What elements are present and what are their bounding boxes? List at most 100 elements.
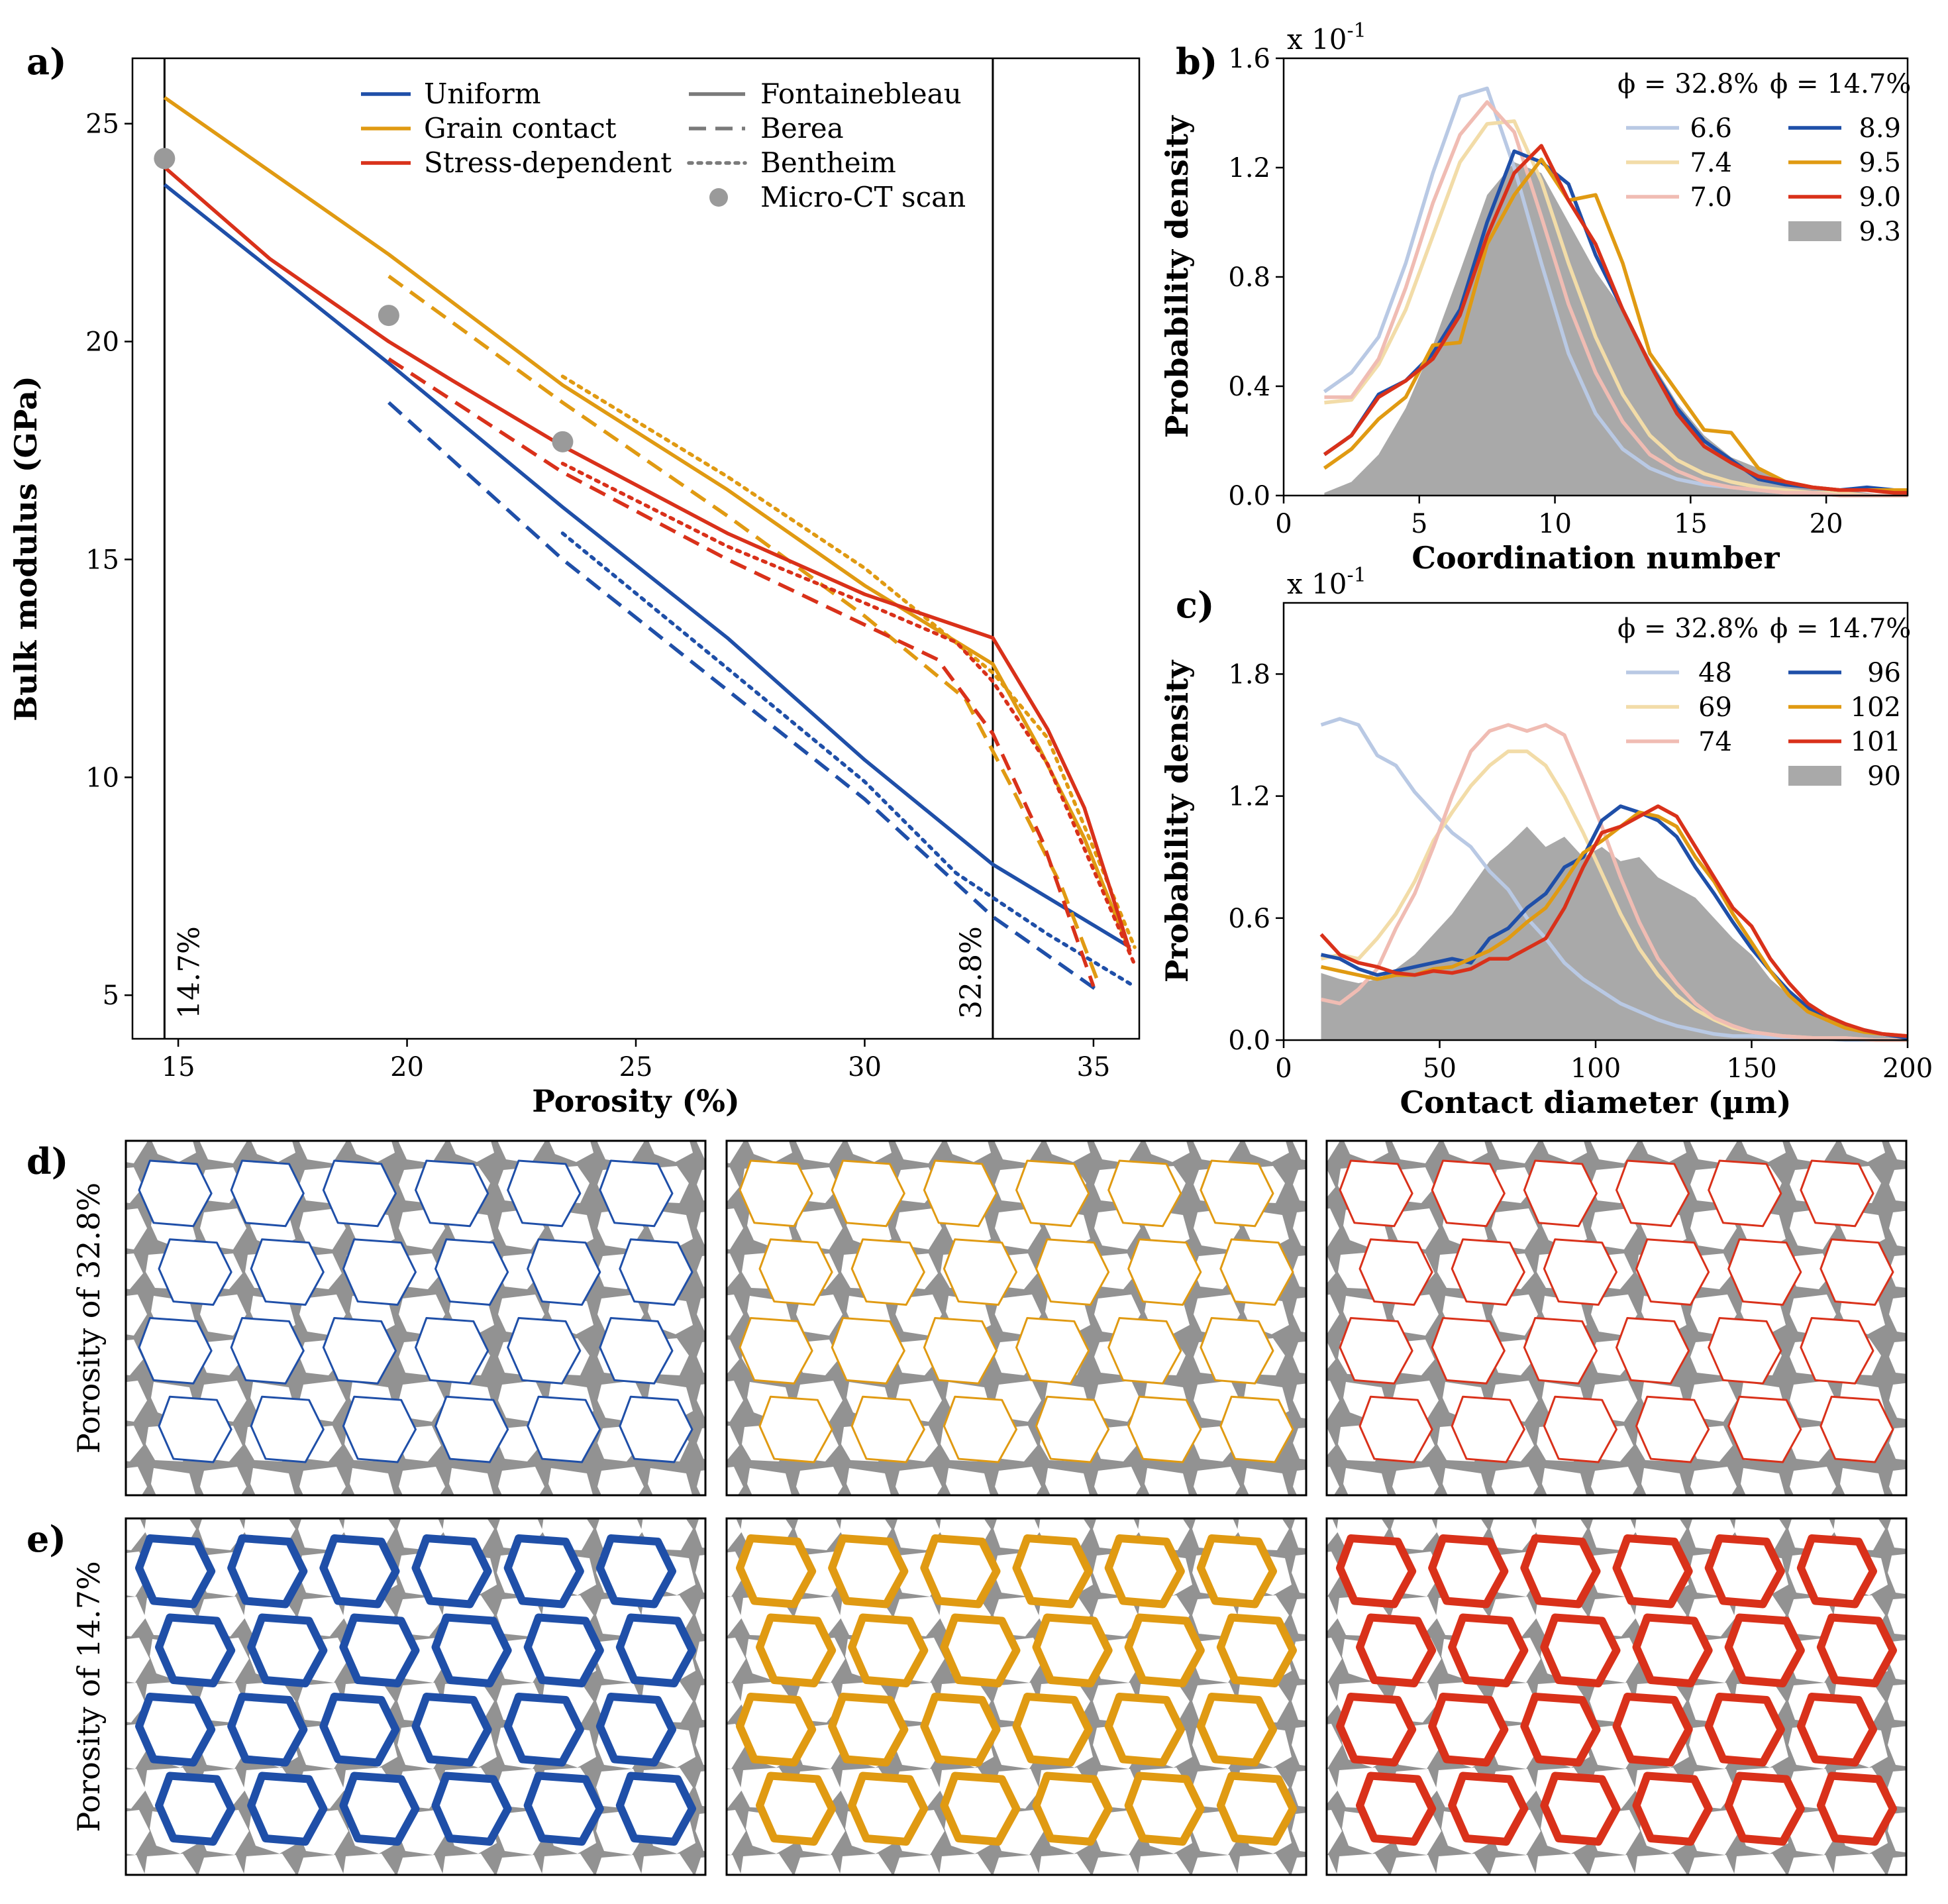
legend-marker <box>709 188 728 207</box>
legend-label: 74 <box>1698 727 1732 757</box>
grain <box>1617 1697 1689 1763</box>
grain <box>416 1697 488 1763</box>
grain <box>1109 1697 1181 1763</box>
y-tick-label: 1.8 <box>1228 659 1270 690</box>
grain <box>1821 1618 1893 1684</box>
grain <box>1037 1618 1109 1684</box>
micro-ct-panels: d)Porosity of 32.8%e)Porosity of 14.7% <box>26 1140 1906 1875</box>
y-axis-label: Probability density <box>1159 115 1195 439</box>
legend-label: Grain contact <box>424 112 617 144</box>
legend-label: 102 <box>1851 692 1901 723</box>
legend-label: Fontainebleau <box>760 78 962 110</box>
y-tick-label: 0.8 <box>1228 262 1270 293</box>
y-tick-label: 15 <box>85 545 119 575</box>
panel-label-c: c) <box>1176 584 1214 626</box>
micro-image-e-0 <box>126 1518 705 1875</box>
x-tick-label: 50 <box>1423 1053 1457 1084</box>
grain <box>1544 1618 1616 1684</box>
row-label: Porosity of 32.8% <box>71 1183 107 1454</box>
grain <box>1617 1538 1689 1605</box>
grain <box>1221 1776 1293 1842</box>
x-axis-label: Porosity (%) <box>532 1083 740 1119</box>
x-tick-label: 25 <box>619 1052 653 1083</box>
series-line-8 <box>562 464 1135 965</box>
legend-label: Berea <box>760 112 844 144</box>
grain <box>1017 1538 1089 1605</box>
series-line-2 <box>562 533 1135 986</box>
grain <box>1340 1697 1412 1763</box>
micro-ct-point-0 <box>154 148 175 169</box>
grain <box>1129 1776 1201 1842</box>
grain <box>1729 1776 1801 1842</box>
legend-label: 48 <box>1698 658 1732 688</box>
y-axis-label: Bulk modulus (GPa) <box>8 376 44 721</box>
series-line-0 <box>164 185 1130 947</box>
legend-label: 69 <box>1698 692 1732 723</box>
grain <box>323 1697 395 1763</box>
series-line-6 <box>164 167 1130 951</box>
y-multiplier-base: x 10 <box>1287 568 1347 600</box>
grain <box>852 1776 924 1842</box>
panel-label-b: b) <box>1176 40 1217 83</box>
y-tick-label: 10 <box>85 763 119 793</box>
x-tick-label: 100 <box>1570 1053 1621 1084</box>
x-tick-label: 5 <box>1411 509 1427 539</box>
grain <box>832 1697 904 1763</box>
legend-header-left: ϕ = 32.8% <box>1617 69 1759 99</box>
y-multiplier: x 10-1 <box>1287 564 1366 600</box>
panel-label-d: d) <box>26 1140 68 1183</box>
chart-panel-c: 0 50 100 150 2000.00.61.21.8Contact diameter… <box>1159 564 1933 1120</box>
grain <box>1037 1776 1109 1842</box>
x-tick-label: 20 <box>1810 509 1843 539</box>
x-tick-label: 10 <box>1538 509 1572 539</box>
grain <box>1709 1538 1781 1605</box>
grain <box>1201 1538 1273 1605</box>
legend-label: Stress-dependent <box>424 146 672 179</box>
grain <box>944 1776 1016 1842</box>
row-label: Porosity of 14.7% <box>71 1561 107 1832</box>
grain <box>528 1618 600 1684</box>
grain <box>251 1618 323 1684</box>
grain <box>508 1697 580 1763</box>
legend-header-right: ϕ = 14.7% <box>1770 69 1911 99</box>
series-line-4 <box>389 276 1098 982</box>
grain <box>139 1697 211 1763</box>
grain <box>343 1618 415 1684</box>
grain <box>159 1618 231 1684</box>
legend-label: Uniform <box>424 78 541 110</box>
grain <box>159 1776 231 1842</box>
grain <box>231 1697 303 1763</box>
grain <box>139 1538 211 1605</box>
x-tick-label: 0 <box>1275 1053 1292 1084</box>
x-axis-label: Coordination number <box>1411 540 1780 576</box>
grain <box>1637 1776 1709 1842</box>
chart-panel-b: 0 5 10 15 200.00.40.81.21.6Coordination numb… <box>1159 19 1911 576</box>
grain <box>600 1697 672 1763</box>
vline-label: 14.7% <box>172 926 206 1019</box>
grain <box>1432 1697 1504 1763</box>
series-line-3 <box>164 97 1130 951</box>
grain <box>416 1538 488 1605</box>
y-axis-label: Probability density <box>1159 660 1195 983</box>
grain <box>1801 1538 1873 1605</box>
grain <box>1432 1538 1504 1605</box>
grain <box>436 1776 508 1842</box>
micro-image-d-1 <box>727 1141 1306 1495</box>
vline-label: 32.8% <box>954 926 988 1019</box>
legend-swatch-area <box>1788 221 1841 241</box>
y-tick-label: 1.6 <box>1228 44 1270 74</box>
grain <box>508 1538 580 1605</box>
legend-label: 7.4 <box>1690 148 1732 178</box>
grain <box>1524 1538 1596 1605</box>
y-multiplier-exp: -1 <box>1347 564 1366 587</box>
x-tick-label: 200 <box>1882 1053 1933 1084</box>
micro-image-e-2 <box>1327 1518 1906 1875</box>
legend-header-right: ϕ = 14.7% <box>1770 613 1911 644</box>
x-tick-label: 20 <box>390 1052 424 1083</box>
x-tick-label: 15 <box>162 1052 195 1083</box>
legend-swatch-area <box>1788 766 1841 786</box>
micro-image-e-1 <box>727 1518 1306 1875</box>
y-tick-label: 0.6 <box>1228 904 1270 934</box>
grain <box>944 1618 1016 1684</box>
y-tick-label: 5 <box>103 980 119 1011</box>
